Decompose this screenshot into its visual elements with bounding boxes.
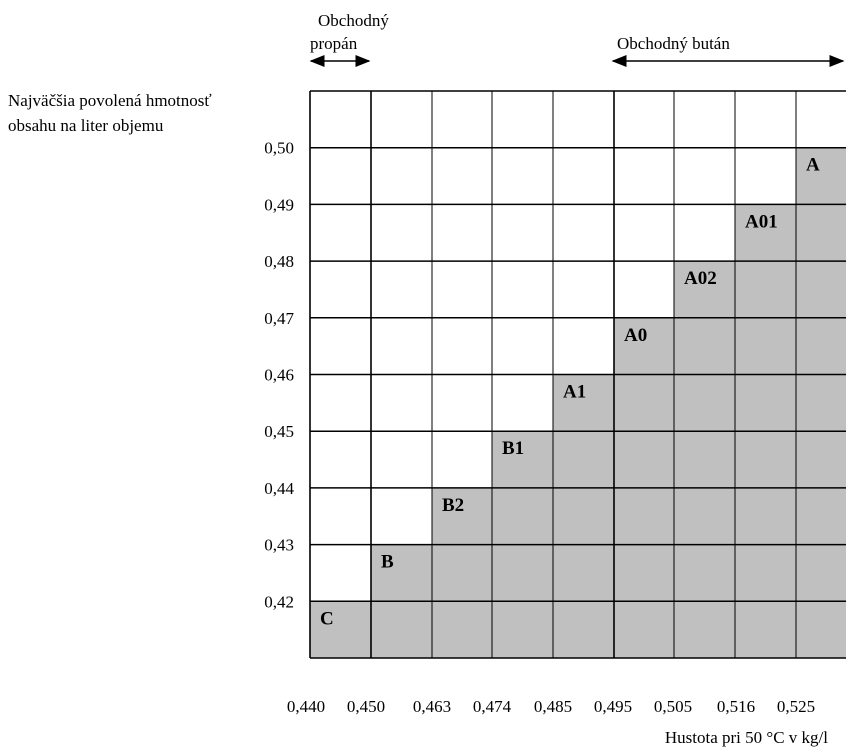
y-tick-label: 0,43 — [264, 536, 294, 555]
bar-label-b2: B2 — [442, 495, 464, 516]
propane-label-line-2: propán — [310, 34, 358, 53]
bar-label-a1: A1 — [563, 382, 586, 403]
butane-label: Obchodný bután — [617, 34, 730, 53]
bar-a1 — [553, 374, 614, 658]
x-tick-label: 0,495 — [594, 697, 632, 716]
bar-a — [796, 147, 846, 658]
bar-b2 — [432, 487, 492, 658]
bar-label-b1: B1 — [502, 438, 524, 459]
bar-label-c: C — [320, 608, 334, 629]
y-tick-label: 0,48 — [264, 252, 294, 271]
x-tick-label: 0,485 — [534, 697, 572, 716]
x-tick-label: 0,450 — [347, 697, 385, 716]
bar-label-a0: A0 — [624, 325, 647, 346]
bar-label-a02: A02 — [684, 268, 717, 289]
bar-label-b: B — [381, 552, 394, 573]
y-tick-label: 0,50 — [264, 139, 294, 158]
x-tick-label: 0,525 — [777, 697, 815, 716]
y-tick-label: 0,47 — [264, 309, 294, 328]
x-tick-label: 0,474 — [473, 697, 512, 716]
y-axis-label-line-2: obsahu na liter objemu — [8, 116, 164, 135]
x-tick-label: 0,463 — [413, 697, 451, 716]
y-tick-label: 0,46 — [264, 366, 294, 385]
x-axis-label: Hustota pri 50 °C v kg/l — [665, 728, 828, 747]
x-tick-label: 0,440 — [287, 697, 325, 716]
y-tick-label: 0,42 — [264, 592, 294, 611]
y-tick-label: 0,45 — [264, 422, 294, 441]
bar-c — [310, 601, 371, 658]
y-axis-label-line-1: Najväčšia povolená hmotnosť — [8, 91, 212, 110]
x-tick-label: 0,516 — [717, 697, 755, 716]
bar-label-a01: A01 — [745, 211, 778, 232]
bar-label-a: A — [806, 155, 820, 176]
y-tick-label: 0,44 — [264, 479, 294, 498]
bar-a02 — [674, 261, 735, 658]
propane-label-line-1: Obchodný — [318, 11, 389, 30]
y-tick-label: 0,49 — [264, 195, 294, 214]
x-tick-label: 0,505 — [654, 697, 692, 716]
